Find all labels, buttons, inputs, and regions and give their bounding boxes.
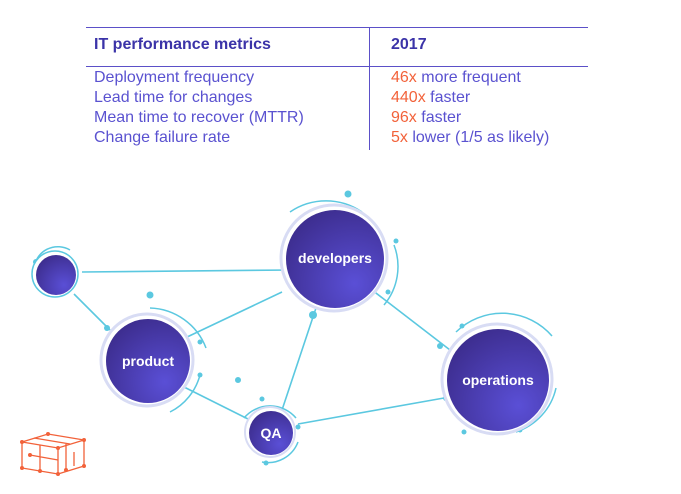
orbit-dot [259,396,265,402]
orbit-dots [33,190,523,466]
orbit-dot [146,291,154,299]
table-header-rule [86,66,588,67]
cube-logo-dots [20,432,86,476]
orbit-dot [263,460,269,466]
metric-multiplier: 5x [391,129,408,146]
metric-value: 46x more frequent [391,69,521,87]
link-developers-operations [371,289,451,351]
orbit-arc [243,405,297,419]
metric-multiplier: 440x [391,89,426,106]
connection-lines [73,269,451,425]
table-top-rule [86,27,588,28]
orbit-dot [459,323,465,329]
orbit-dot [461,429,467,435]
link-qa-operations [297,397,445,425]
metric-value-text: faster [425,89,471,106]
table-row: Change failure rate 5x lower (1/5 as lik… [86,129,588,149]
table-row: Deployment frequency 46x more frequent [86,69,588,89]
metric-label: Mean time to recover (MTTR) [94,109,304,126]
metric-value: 96x faster [391,109,461,127]
operations-label: operations [462,372,534,388]
orbit-dot [235,377,241,383]
metric-label: Change failure rate [94,129,231,146]
link-small-product [73,293,111,331]
metric-label: Lead time for changes [94,89,253,106]
orbit-dot [104,325,110,331]
metric-value-text: faster [416,109,462,126]
link-small-developers [81,269,293,273]
header-metric: IT performance metrics [94,36,271,53]
orbit-dot [344,190,352,198]
orbit-arc [455,312,553,337]
metric-value: 5x lower (1/5 as likely) [391,129,549,147]
orbit-dot [295,424,301,430]
header-year: 2017 [391,36,427,53]
metric-value-text: lower (1/5 as likely) [407,129,550,146]
small-node [31,250,79,298]
orbit-dot [393,238,399,244]
orbit-dot [437,343,443,349]
product-label: product [121,353,175,369]
qa-node [244,406,296,458]
link-product-qa [179,384,251,421]
orbit-arc [383,244,399,306]
orbit-dot [385,289,391,295]
table-column-divider [369,27,370,150]
orbit-dot [197,372,203,378]
orbit-dot [197,339,203,345]
developers-node [279,203,389,313]
table-row: Lead time for changes 440x faster [86,89,588,109]
developers-label: developers [298,250,372,266]
link-developers-qa [281,301,319,411]
link-product-developers [184,291,283,339]
product-node [99,312,195,408]
orbit-dot [309,311,317,319]
orbit-arc [169,374,201,413]
metric-label: Deployment frequency [94,69,255,86]
qa-label: QA [260,425,282,441]
operations-node [440,322,554,436]
metric-multiplier: 96x [391,109,417,126]
metric-value-text: more frequent [416,69,521,86]
orbit-arc [149,307,207,349]
metric-value: 440x faster [391,89,470,107]
table-row: Mean time to recover (MTTR) 96x faster [86,109,588,129]
metric-multiplier: 46x [391,69,417,86]
